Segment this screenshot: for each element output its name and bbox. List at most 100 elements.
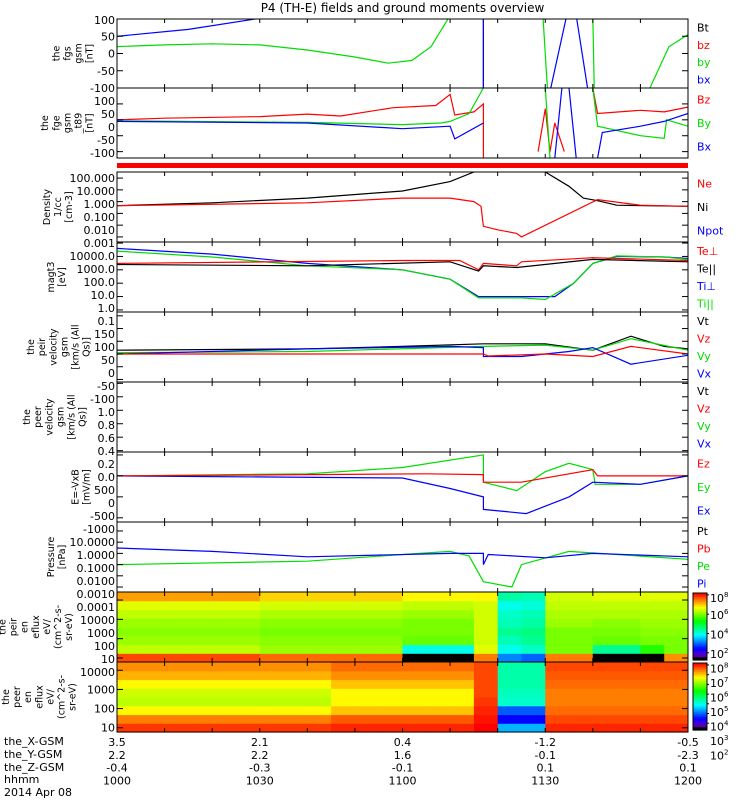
spectrogram-cell <box>473 609 499 619</box>
legend-vz: Vz <box>697 332 711 345</box>
spectrogram-cell <box>545 679 570 689</box>
y-tick-label: 0 <box>108 48 115 61</box>
legend-by: by <box>697 56 711 69</box>
spectrogram-cell <box>188 662 213 672</box>
spectrogram-cell <box>569 635 594 646</box>
y-tick-label: 0.4 <box>98 445 116 458</box>
spectrogram-cell <box>426 653 451 663</box>
legend-bx: bx <box>697 73 711 86</box>
spectrogram-cell <box>236 723 261 733</box>
spectrogram-cell <box>236 635 261 646</box>
colorbar-cell <box>693 641 707 644</box>
spectrogram-cell <box>307 688 332 698</box>
spectrogram-cell <box>640 618 665 628</box>
colorbar-tick-label: 102 <box>710 647 728 661</box>
x-tick-value-the_z-gsm: 0.1 <box>679 762 697 775</box>
series-Ni-line <box>544 172 688 207</box>
spectrogram-cell <box>497 618 522 628</box>
colorbar-cell <box>693 711 707 714</box>
spectrogram-cell <box>569 705 594 716</box>
x-tick-value-the_x-gsm: 0.4 <box>394 736 412 749</box>
spectrogram-cell <box>140 662 166 672</box>
y-tick-label: 150 <box>94 328 115 341</box>
y-axis-label: (cm^2-s- <box>53 605 64 649</box>
colorbar-cell <box>693 673 707 676</box>
spectrogram-cell <box>664 618 689 628</box>
spectrogram-cell <box>164 705 189 716</box>
y-axis-label: 1/cc <box>53 197 64 217</box>
y-axis-label: [km/s (AllQs)] <box>67 394 89 439</box>
spectrogram-cell <box>378 592 403 602</box>
legend-ni: Ni <box>697 201 708 214</box>
spectrogram-cell <box>140 635 166 646</box>
colorbar-tick-exponent: 8 <box>724 591 728 599</box>
spectrogram-cell <box>236 592 261 602</box>
spectrogram-cell <box>521 697 546 707</box>
colorbar-cell <box>693 639 707 643</box>
colorbar-cell <box>693 644 707 648</box>
colorbar-tick-base: 10 <box>710 629 724 642</box>
colorbar-cell <box>693 689 707 693</box>
y-tick-label: 0.1000 <box>77 562 116 575</box>
spectrogram-cell <box>283 679 308 689</box>
spectrogram-cell <box>569 714 594 724</box>
series-By-line <box>544 88 551 158</box>
panel-frame <box>116 381 689 453</box>
colorbar-cell <box>693 718 707 721</box>
y-tick-label: 10.0000 <box>70 536 116 549</box>
spectrogram-cell <box>331 714 356 724</box>
spectrogram-cell <box>616 644 641 654</box>
spectrogram-cell <box>188 679 213 689</box>
spectrogram-cell <box>450 653 475 663</box>
series-By-line <box>592 88 688 139</box>
spectrogram-cell <box>616 592 641 602</box>
spectrogram-cell <box>354 679 380 689</box>
spectrogram-cell <box>664 714 689 724</box>
colorbar-cell <box>693 703 707 706</box>
spectrogram-cell <box>188 670 213 681</box>
y-axis-label: gsm <box>59 337 70 357</box>
spectrogram-cell <box>640 644 665 654</box>
spectrogram-cell <box>450 618 475 628</box>
series-Pe-line <box>117 550 688 588</box>
y-axis-label: [nPa] <box>57 545 68 570</box>
spectrogram-cell <box>521 705 546 716</box>
spectrogram-cell <box>640 662 665 672</box>
spectrogram-cell <box>426 635 451 646</box>
spectrogram-cell <box>117 635 142 646</box>
spectrogram-cell <box>497 688 522 698</box>
spectrogram-cell <box>497 723 522 733</box>
spectrogram-cell <box>212 697 237 707</box>
spectrogram-cell <box>402 662 427 672</box>
colorbar-cell <box>693 713 707 716</box>
spectrogram-cell <box>164 679 189 689</box>
spectrogram-cell <box>473 670 499 681</box>
spectrogram-cell <box>188 697 213 707</box>
colorbar-cell <box>693 694 707 698</box>
series-Ex-line <box>117 475 688 515</box>
y-tick-label: 10 <box>101 653 115 666</box>
colorbar-cell <box>693 684 707 688</box>
spectrogram-cell <box>450 609 475 619</box>
spectrogram-cell <box>473 679 499 689</box>
spectrogram-cell <box>117 609 142 619</box>
x-tick-value-the_z-gsm: -0.4 <box>106 762 127 775</box>
colorbar-cell <box>693 668 707 671</box>
series-bx-line <box>117 19 260 37</box>
spectrogram-cell <box>426 697 451 707</box>
spectrogram-cell <box>378 609 403 619</box>
spectrogram-cell <box>331 609 356 619</box>
y-axis-label: peir <box>9 618 20 637</box>
spectrogram-cell <box>450 627 475 637</box>
colorbar-cell <box>693 616 707 619</box>
spectrogram-cell <box>354 618 380 628</box>
y-axis-label: Density <box>42 189 53 225</box>
x-tick-value-hhmm: 1000 <box>103 774 131 787</box>
y-tick-label: 1000.0 <box>77 263 116 276</box>
spectrogram-cell <box>545 600 570 611</box>
colorbar-tick-base: 10 <box>710 662 724 675</box>
spectrogram-cell <box>236 653 261 663</box>
y-tick-label: 100.000 <box>70 172 116 185</box>
colorbar-tick-base: 10 <box>710 720 724 733</box>
colorbar-tick-exponent: 4 <box>724 719 729 727</box>
